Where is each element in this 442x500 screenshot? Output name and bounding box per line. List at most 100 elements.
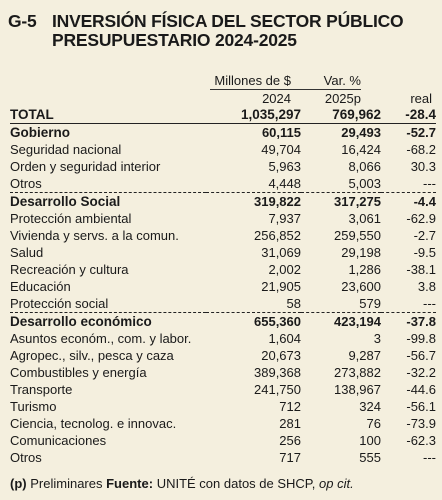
- row-label: Ciencia, tecnolog. e innovac.: [10, 416, 177, 431]
- row-label: Transporte: [10, 382, 73, 397]
- var-real: -4.4: [381, 192, 436, 210]
- table-row: Agropec., silv., pesca y caza 20,673 9,287…: [10, 347, 436, 364]
- row-label: Comunicaciones: [10, 433, 107, 448]
- value-2024: 21,905: [261, 279, 301, 294]
- table-row: Educación 21,905 23,600 3.8: [10, 278, 436, 295]
- row-label: Salud: [10, 245, 44, 260]
- footer-opcit: op cit.: [319, 476, 354, 491]
- value-2025p: 769,962: [301, 106, 381, 124]
- title-line-1: INVERSIÓN FÍSICA DEL SECTOR PÚBLICO: [52, 11, 404, 31]
- var-real: -32.2: [406, 365, 436, 380]
- value-2025p: 76: [366, 416, 381, 431]
- var-real: 30.3: [410, 159, 436, 174]
- value-2025p: 8,066: [348, 159, 381, 174]
- value-2025p: 579: [359, 296, 381, 311]
- value-2025p: 259,550: [334, 228, 381, 243]
- footer-note: (p) Preliminares Fuente: UNITÉ con datos…: [10, 476, 438, 491]
- footer-fuente: Fuente:: [106, 476, 154, 491]
- var-real: -28.4: [381, 106, 436, 124]
- header-var: Var. %: [323, 73, 361, 88]
- value-2025p: 273,882: [334, 365, 381, 380]
- value-2024: 49,704: [261, 142, 301, 157]
- var-real: -56.1: [406, 399, 436, 414]
- table-row: Salud 31,069 29,198 -9.5: [10, 244, 436, 261]
- value-2024: 1,035,297: [206, 106, 301, 124]
- table-row: Recreación y cultura 2,002 1,286 -38.1: [10, 261, 436, 278]
- value-2024: 319,822: [206, 192, 301, 210]
- row-label: Otros: [10, 176, 42, 191]
- var-real: -2.7: [413, 228, 436, 243]
- value-2025p: 29,493: [341, 125, 381, 140]
- row-label: Combustibles y energía: [10, 365, 147, 380]
- var-real: -9.5: [413, 245, 436, 260]
- header-millones: Millones de $: [214, 73, 291, 88]
- value-2025p: 555: [359, 450, 381, 465]
- title-line-2: PRESUPUESTARIO 2024-2025: [52, 30, 297, 50]
- footer-p: (p): [10, 476, 27, 491]
- section-row: Gobierno 60,115 29,493 -52.7: [10, 124, 436, 142]
- table-row: Transporte 241,750 138,967 -44.6: [10, 381, 436, 398]
- value-2025p: 16,424: [341, 142, 381, 157]
- var-real: -37.8: [381, 312, 436, 330]
- table-row: Asuntos económ., com. y labor. 1,604 3 -99.…: [10, 330, 436, 347]
- header-2025p: 2025p: [324, 91, 361, 106]
- row-label: Agropec., silv., pesca y caza: [10, 348, 174, 363]
- value-2024: 58: [286, 296, 301, 311]
- row-label: Educación: [10, 279, 71, 294]
- value-2025p: 138,967: [334, 382, 381, 397]
- header-underline: [210, 89, 361, 90]
- row-label: Desarrollo económico: [10, 312, 206, 330]
- var-real: -52.7: [406, 125, 436, 140]
- value-2025p: 100: [359, 433, 381, 448]
- var-real: ---: [423, 176, 436, 191]
- var-real: -99.8: [406, 331, 436, 346]
- data-table: TOTAL 1,035,297 769,962 -28.4 Gobierno 60,115…: [10, 106, 436, 466]
- value-2024: 2,002: [268, 262, 301, 277]
- table-row: Orden y seguridad interior 5,963 8,066 30.3: [10, 158, 436, 175]
- value-2024: 281: [279, 416, 301, 431]
- section-row: Desarrollo económico 655,360 423,194 -37.8: [10, 312, 436, 330]
- row-label: Gobierno: [10, 125, 70, 140]
- table-row: Turismo 712 324 -56.1: [10, 398, 436, 415]
- value-2024: 60,115: [261, 125, 301, 140]
- header-real: real: [410, 91, 432, 106]
- footer-source: UNITÉ con datos de SHCP,: [156, 476, 316, 491]
- total-row: TOTAL 1,035,297 769,962 -28.4: [10, 106, 436, 124]
- value-2024: 20,673: [261, 348, 301, 363]
- row-label: Protección social: [10, 296, 109, 311]
- row-label: Seguridad nacional: [10, 142, 122, 157]
- table-row: Otros 717 555 ---: [10, 449, 436, 466]
- value-2025p: 423,194: [301, 312, 381, 330]
- value-2024: 1,604: [268, 331, 301, 346]
- row-label: TOTAL: [10, 106, 206, 124]
- value-2025p: 9,287: [348, 348, 381, 363]
- var-real: ---: [423, 450, 436, 465]
- row-label: Vivienda y servs. a la comun.: [10, 228, 179, 243]
- value-2024: 31,069: [261, 245, 301, 260]
- table-row: Ciencia, tecnolog. e innovac. 281 76 -73.9: [10, 415, 436, 432]
- row-label: Orden y seguridad interior: [10, 159, 161, 174]
- footer-prelim: Preliminares: [30, 476, 103, 491]
- var-real: -62.9: [406, 211, 436, 226]
- value-2024: 655,360: [206, 312, 301, 330]
- value-2025p: 317,275: [301, 192, 381, 210]
- value-2025p: 29,198: [341, 245, 381, 260]
- var-real: -38.1: [406, 262, 436, 277]
- value-2024: 717: [279, 450, 301, 465]
- var-real: -73.9: [406, 416, 436, 431]
- table-row: Protección ambiental 7,937 3,061 -62.9: [10, 210, 436, 227]
- var-real: -62.3: [406, 433, 436, 448]
- var-real: ---: [423, 296, 436, 311]
- value-2025p: 324: [359, 399, 381, 414]
- table-title: G-5 INVERSIÓN FÍSICA DEL SECTOR PÚBLICO P…: [8, 12, 438, 50]
- value-2024: 4,448: [268, 176, 301, 191]
- section-row: Desarrollo Social 319,822 317,275 -4.4: [10, 192, 436, 210]
- row-label: Protección ambiental: [10, 211, 132, 226]
- row-label: Asuntos económ., com. y labor.: [10, 331, 192, 346]
- value-2024: 241,750: [254, 382, 301, 397]
- value-2025p: 3,061: [348, 211, 381, 226]
- table-row: Seguridad nacional 49,704 16,424 -68.2: [10, 141, 436, 158]
- row-label: Otros: [10, 450, 42, 465]
- value-2025p: 3: [373, 331, 381, 346]
- title-code: G-5: [8, 11, 37, 31]
